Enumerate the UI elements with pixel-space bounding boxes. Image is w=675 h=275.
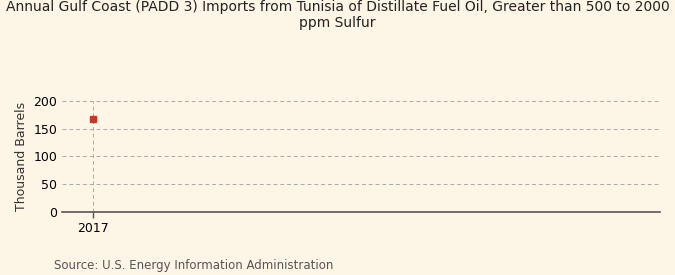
Text: Annual Gulf Coast (PADD 3) Imports from Tunisia of Distillate Fuel Oil, Greater : Annual Gulf Coast (PADD 3) Imports from … — [5, 0, 670, 30]
Y-axis label: Thousand Barrels: Thousand Barrels — [15, 102, 28, 211]
Text: Source: U.S. Energy Information Administration: Source: U.S. Energy Information Administ… — [54, 259, 333, 272]
